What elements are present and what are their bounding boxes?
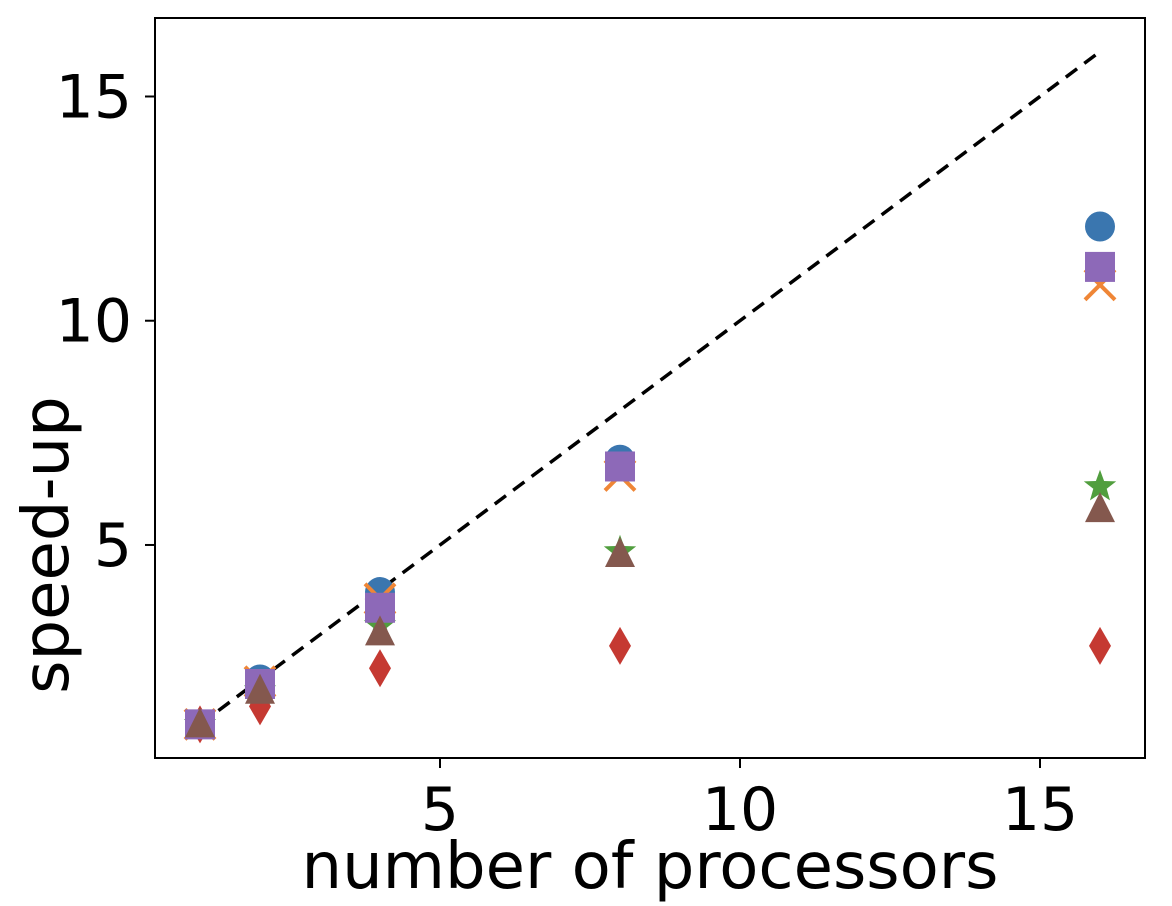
- x-tick-label: 5: [421, 775, 459, 845]
- plot-frame: [154, 17, 1146, 759]
- triangle-marker: [605, 536, 635, 567]
- square-marker: [605, 451, 635, 482]
- y-tick-label: 15: [56, 62, 132, 132]
- circle-marker: [1085, 211, 1115, 242]
- y-tick-label: 5: [94, 511, 132, 581]
- diamond-marker: [609, 626, 631, 665]
- triangle-marker: [1085, 492, 1115, 523]
- triangle-marker: [365, 615, 395, 646]
- triangle-marker: [185, 707, 215, 738]
- y-axis-label: speed-up: [10, 396, 84, 694]
- square-marker: [1085, 251, 1115, 282]
- ticks: 5 10 15 5 10 15: [56, 62, 1079, 845]
- markers: [183, 211, 1117, 744]
- y-tick-label: 10: [56, 287, 132, 357]
- diamond-marker: [1089, 626, 1111, 665]
- diamond-marker: [369, 649, 391, 688]
- x-tick-label: 10: [702, 775, 778, 845]
- x-axis-label: number of processors: [302, 830, 999, 904]
- x-tick-label: 15: [1002, 775, 1078, 845]
- triangle-marker: [245, 673, 275, 704]
- star-marker: [1083, 469, 1117, 501]
- ideal-speedup-line: [198, 50, 1102, 726]
